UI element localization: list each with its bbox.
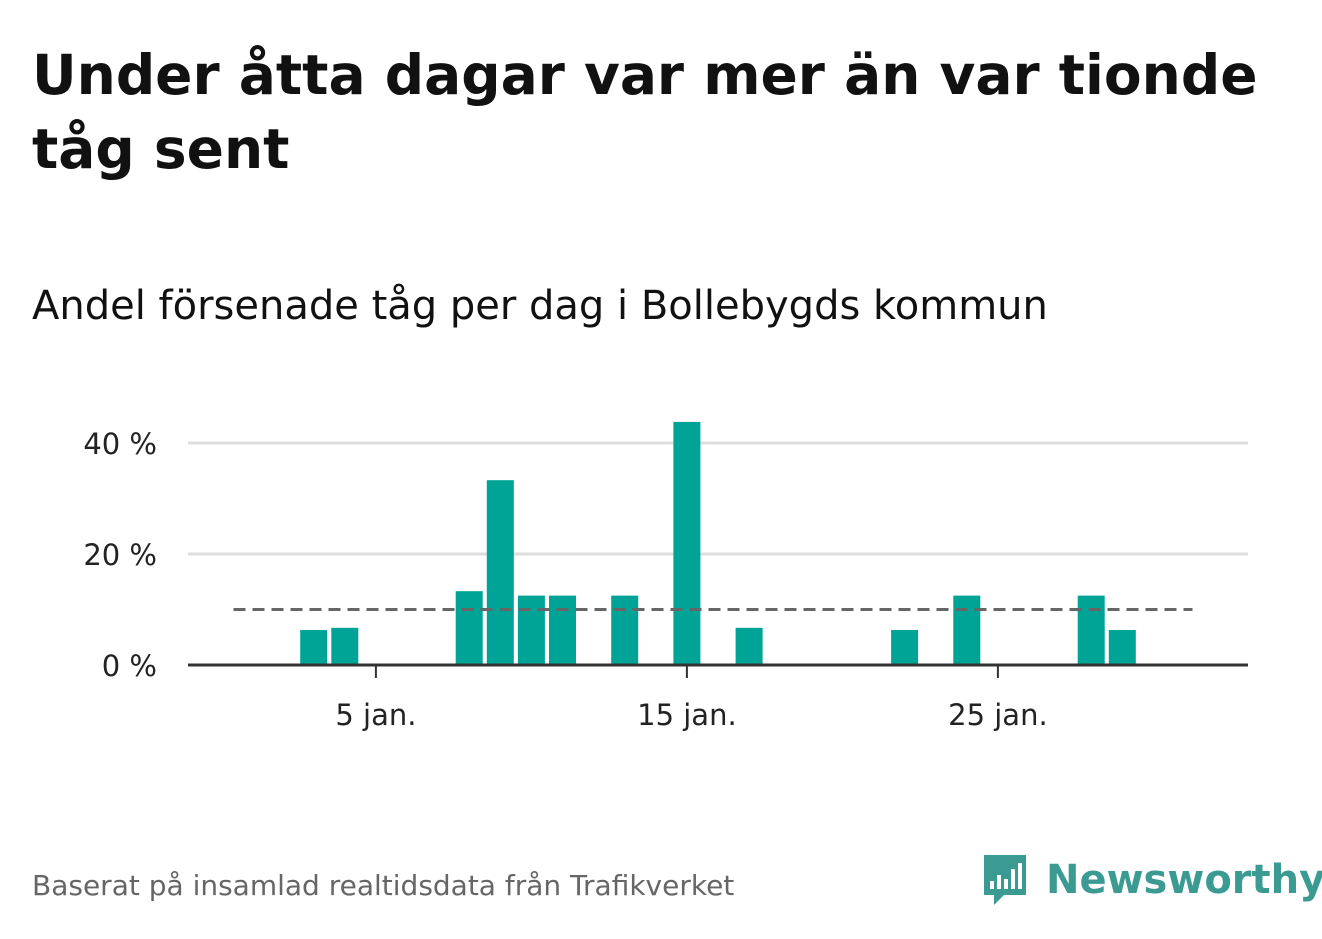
source-note: Baserat på insamlad realtidsdata från Tr…: [32, 869, 735, 902]
bar: [953, 595, 981, 665]
bar: [891, 630, 919, 665]
bar: [486, 480, 514, 665]
bar: [300, 630, 328, 665]
y-tick-label: 40 %: [83, 427, 157, 461]
bar: [611, 595, 639, 665]
axes: [188, 663, 1248, 678]
bar: [549, 595, 576, 665]
bar: [517, 595, 545, 665]
newsworthy-logo[interactable]: Newsworthy: [980, 850, 1322, 910]
x-tick-label: 25 jan.: [948, 698, 1048, 732]
x-tick-label: 15 jan.: [637, 698, 737, 732]
chart-subtitle: Andel försenade tåg per dag i Bollebygds…: [32, 283, 1048, 329]
tick-labels: 0 % 20 % 40 % 5 jan. 15 jan. 25 jan.: [83, 427, 1047, 732]
y-tick-label: 0 %: [102, 649, 157, 683]
chart-title: Under åtta dagar var mer än var tionde t…: [32, 43, 1258, 181]
bar: [455, 591, 483, 665]
x-tick-label: 5 jan.: [335, 698, 416, 732]
bars: [300, 421, 1136, 665]
grid-lines: [188, 441, 1248, 556]
newsworthy-logo-icon: [984, 855, 1026, 905]
bar: [1077, 595, 1105, 665]
brand-name: Newsworthy: [1046, 857, 1322, 903]
bar: [735, 627, 763, 665]
y-tick-label: 20 %: [83, 538, 157, 572]
bar: [331, 627, 359, 665]
bar: [673, 421, 701, 665]
bar: [1108, 630, 1136, 665]
